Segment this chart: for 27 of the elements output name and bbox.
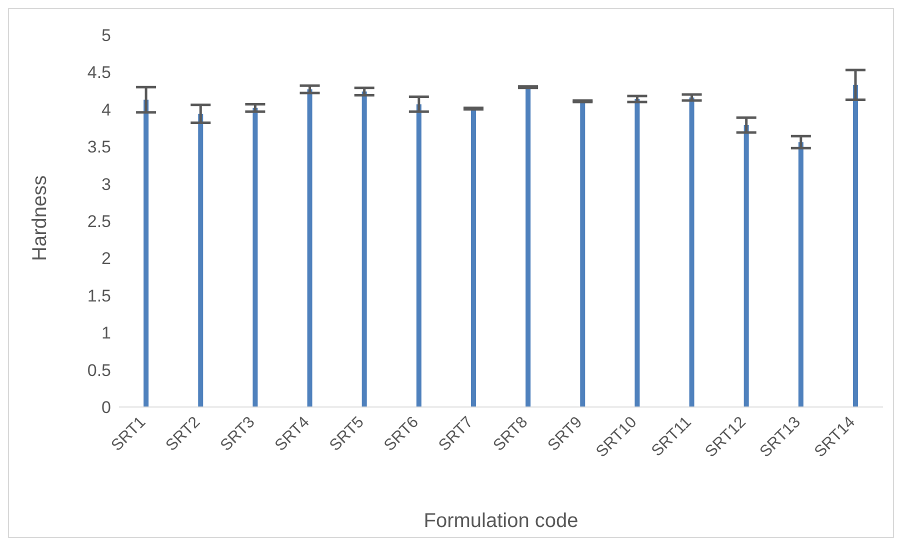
x-axis-title: Formulation code [424, 510, 578, 532]
bar [470, 108, 476, 407]
bar [852, 84, 858, 407]
bar [744, 125, 749, 407]
y-tick-label: 3.5 [87, 138, 111, 157]
y-tick-label: 4.5 [87, 63, 111, 82]
y-tick-label: 2.5 [87, 212, 111, 232]
bar [634, 98, 640, 407]
y-tick-label: 2 [102, 249, 111, 268]
bar [307, 89, 312, 407]
y-tick-label: 1 [102, 324, 111, 343]
bar [580, 101, 586, 407]
y-tick-label: 1.5 [87, 286, 111, 306]
bar [798, 142, 804, 407]
bar [526, 87, 531, 407]
y-axis-title: Hardness [29, 175, 52, 261]
y-tick-label: 4 [102, 100, 111, 120]
bar [198, 114, 204, 407]
bar [252, 108, 258, 407]
y-tick-label: 3 [102, 174, 111, 194]
y-tick-label: 0.5 [87, 360, 111, 380]
y-tick-label: 5 [102, 26, 111, 46]
bar [689, 97, 694, 407]
y-tick-label: 0 [102, 398, 111, 418]
bar [362, 92, 367, 407]
bar [144, 100, 149, 407]
bar [416, 104, 422, 407]
